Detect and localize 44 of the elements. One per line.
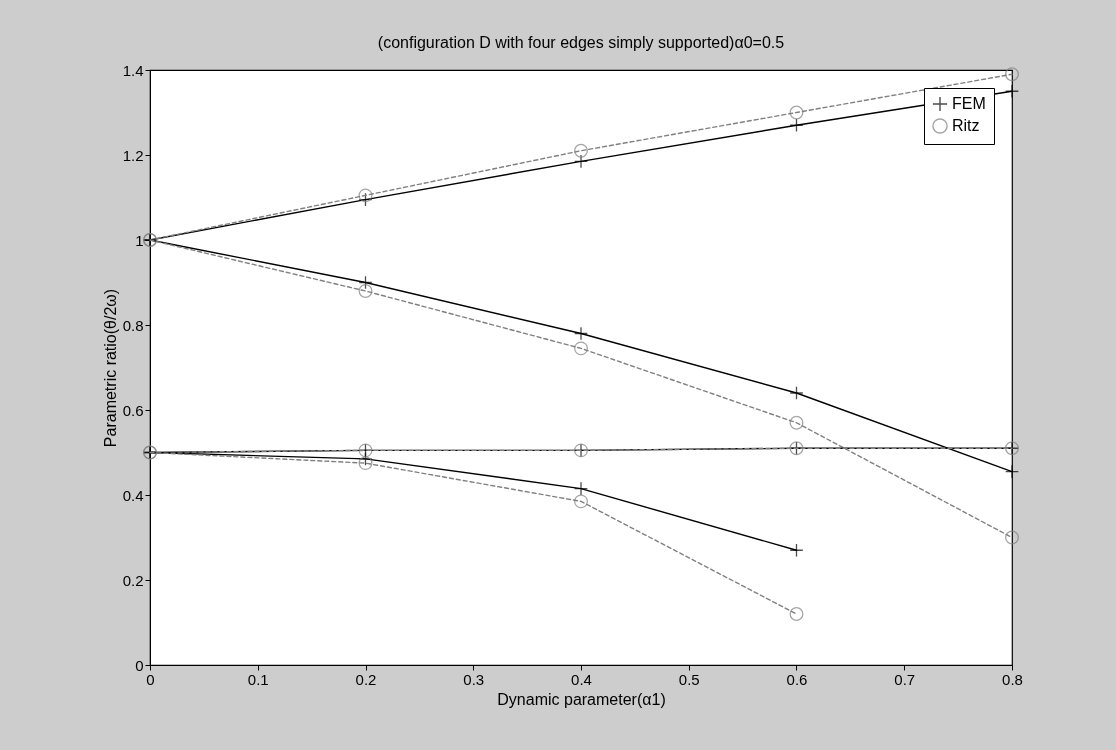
point: [1005, 530, 1019, 545]
point: [789, 415, 804, 430]
point: [574, 326, 588, 341]
y-tick-label: 0.4: [122, 486, 144, 504]
point: [358, 192, 373, 207]
point: [789, 386, 804, 400]
x-tick-label: 0: [146, 670, 155, 688]
y-tick-label: 1: [135, 231, 144, 249]
x-tick-label: 0.7: [894, 670, 916, 688]
y-tick-label: 1.2: [122, 146, 144, 164]
legend-label: FEM: [952, 95, 986, 112]
point: [789, 105, 804, 120]
x-tick-label: 0.4: [571, 670, 592, 688]
point: [358, 451, 373, 466]
point: [358, 275, 373, 290]
point: [1005, 67, 1019, 82]
point: [1005, 84, 1019, 99]
x-tick-label: 0.8: [1002, 670, 1023, 688]
point: [789, 543, 804, 558]
point: [574, 143, 588, 158]
x-tick-label: 0.2: [355, 670, 377, 688]
point: [358, 188, 373, 203]
point: [574, 341, 588, 356]
y-tick-label: 0.2: [122, 571, 144, 589]
point: [789, 118, 804, 133]
x-tick-label: 0.3: [463, 670, 485, 688]
point: [789, 607, 804, 621]
point: [574, 481, 588, 496]
y-tick-label: 0: [135, 656, 144, 674]
chart-title: (configuration D with four edges simply supported)α0=0.5: [377, 34, 785, 51]
y-tick-label: 0.6: [122, 401, 144, 419]
point: [358, 284, 373, 298]
y-tick-label: 1.4: [122, 61, 144, 79]
legend-label: Ritz: [952, 117, 980, 134]
x-tick-label: 0.1: [247, 670, 269, 688]
x-tick-label: 0.6: [786, 670, 808, 688]
point: [574, 154, 588, 169]
x-axis-title: Dynamic parameter(α1): [497, 690, 666, 708]
point: [358, 456, 373, 471]
x-tick-label: 0.5: [678, 670, 700, 688]
point: [1005, 464, 1019, 479]
y-axis-title: Parametric ratio(θ/2ω): [101, 288, 119, 448]
point: [574, 494, 588, 509]
y-tick-label: 0.8: [122, 316, 144, 334]
